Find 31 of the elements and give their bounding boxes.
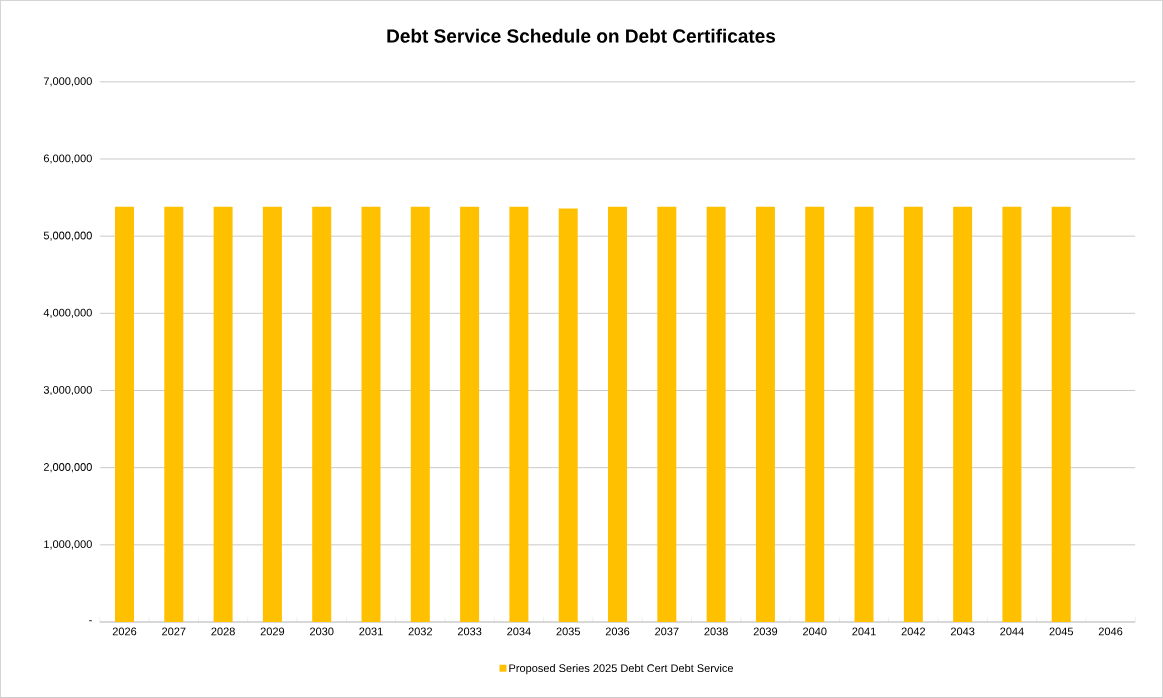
y-tick-label: 7,000,000 <box>43 77 92 87</box>
y-tick-label: 1,000,000 <box>44 540 92 550</box>
y-tick-label: - <box>89 620 92 622</box>
x-tick-label: 2029 <box>260 627 285 636</box>
y-tick-label: 5,000,000 <box>43 231 92 241</box>
y-tick-label: 4,000,000 <box>43 308 92 318</box>
x-tick-label: 2035 <box>556 627 580 636</box>
legend-label: Proposed Series 2025 Debt Cert Debt Service <box>509 664 734 675</box>
x-tick-label: 2033 <box>457 627 482 636</box>
x-tick-label: 2028 <box>211 627 235 636</box>
x-tick-label: 2040 <box>803 627 827 636</box>
x-tick-label: 2041 <box>852 627 876 636</box>
chart-title: Debt Service Schedule on Debt Certificates <box>387 28 776 43</box>
x-tick-label: 2034 <box>507 627 531 636</box>
x-tick-label: 2038 <box>704 627 728 636</box>
y-tick-label: 6,000,000 <box>43 154 92 164</box>
x-tick-label: 2042 <box>901 627 926 636</box>
x-tick-label: 2027 <box>162 627 186 636</box>
y-tick-label: 3,000,000 <box>43 386 92 396</box>
x-tick-label: 2039 <box>753 627 778 636</box>
x-tick-label: 2031 <box>359 627 383 636</box>
y-tick-label: 2,000,000 <box>43 463 92 473</box>
x-tick-label: 2045 <box>1049 627 1074 636</box>
x-tick-label: 2030 <box>310 627 334 636</box>
x-tick-label: 2032 <box>408 627 432 636</box>
x-tick-label: 2026 <box>112 627 137 636</box>
x-tick-label: 2037 <box>655 627 679 636</box>
x-tick-label: 2044 <box>1000 627 1024 636</box>
x-tick-label: 2036 <box>605 627 630 636</box>
x-tick-label: 2046 <box>1098 627 1123 636</box>
x-tick-label: 2043 <box>950 627 975 636</box>
